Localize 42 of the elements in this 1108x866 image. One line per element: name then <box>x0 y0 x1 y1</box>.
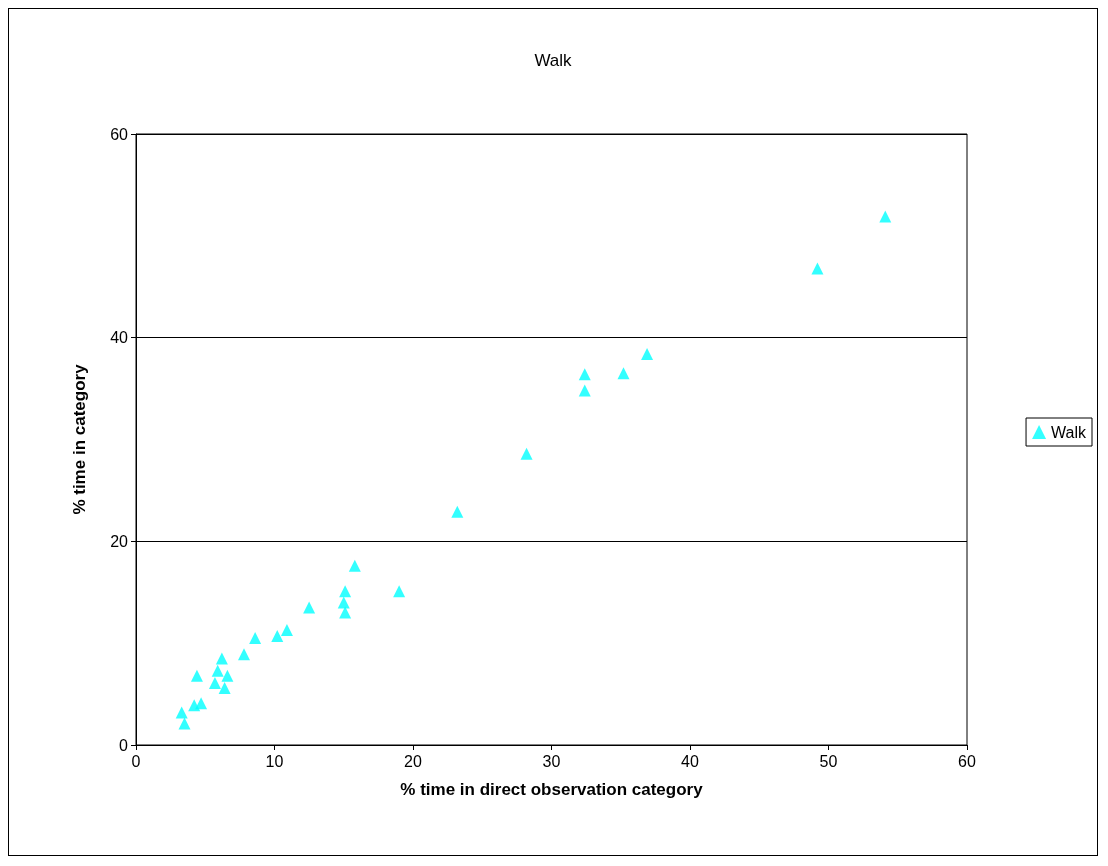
x-tick-label: 30 <box>542 752 561 770</box>
point <box>520 447 533 460</box>
point <box>215 652 228 665</box>
point <box>337 596 350 609</box>
point <box>218 681 231 694</box>
point <box>339 585 352 598</box>
point <box>211 664 224 677</box>
point <box>451 505 464 518</box>
x-tick-label: 10 <box>265 752 284 770</box>
point <box>195 697 208 710</box>
point <box>175 706 188 719</box>
point <box>303 601 316 614</box>
point <box>221 669 234 682</box>
point <box>190 669 203 682</box>
point <box>811 262 824 275</box>
y-tick-label: 40 <box>110 329 129 347</box>
x-tick-label: 0 <box>131 752 141 770</box>
x-tick-label: 40 <box>681 752 699 770</box>
point <box>393 585 406 598</box>
point <box>238 648 251 661</box>
chart-title: Walk <box>534 51 573 70</box>
point <box>348 559 361 572</box>
point <box>339 606 352 619</box>
y-axis-title: % time in category <box>70 363 89 515</box>
x-tick-label: 50 <box>819 752 838 770</box>
point <box>641 347 654 360</box>
y-tick-label: 20 <box>110 532 129 550</box>
point <box>249 632 262 645</box>
point <box>879 210 892 223</box>
point <box>578 368 591 381</box>
x-tick-label: 60 <box>958 752 976 770</box>
point <box>271 630 284 643</box>
point <box>578 384 591 397</box>
x-tick-label: 20 <box>404 752 422 770</box>
point <box>208 676 221 689</box>
point <box>617 367 630 380</box>
y-tick-label: 60 <box>110 125 129 143</box>
point <box>280 623 293 636</box>
legend-label: Walk <box>1051 423 1087 441</box>
point <box>178 717 191 730</box>
x-axis-title: % time in direct observation category <box>400 780 704 799</box>
y-tick-label: 0 <box>119 736 129 754</box>
